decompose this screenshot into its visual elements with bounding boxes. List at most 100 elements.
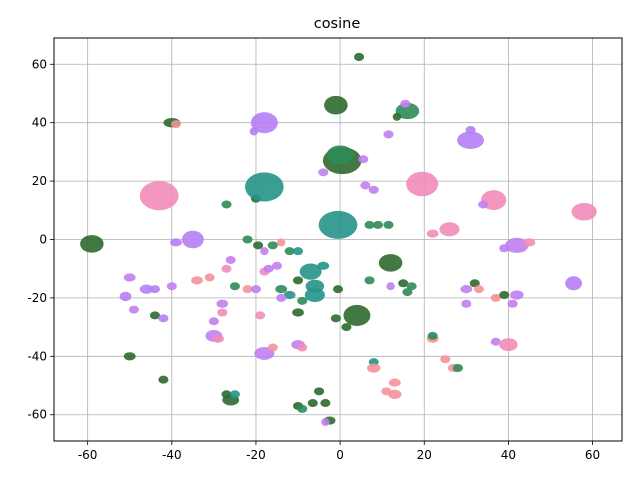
data-point-cluster (473, 285, 484, 294)
chart-title: cosine (314, 16, 361, 32)
data-point-cluster (461, 299, 472, 308)
data-point-cluster (368, 185, 379, 194)
data-point-cluster (255, 311, 266, 320)
data-point-cluster (307, 399, 318, 408)
data-point-cluster (320, 399, 331, 408)
axis-ticks: -60 -40 -20 0 20 40 60 -60 -40 -20 0 20 40 60 (27, 57, 600, 462)
data-point-cluster (245, 172, 284, 202)
x-tick-label: 0 (336, 448, 344, 462)
data-point-cluster (221, 200, 232, 209)
data-point-cluster (440, 355, 451, 364)
data-point-cluster (208, 317, 219, 326)
data-point-cluster (225, 255, 236, 264)
data-point-cluster (490, 293, 501, 302)
data-point-cluster (292, 276, 304, 285)
data-point-cluster (284, 247, 295, 256)
data-point-cluster (80, 235, 104, 253)
data-point-cluster (321, 418, 330, 427)
data-point-cluster (267, 241, 278, 250)
data-point-cluster (299, 263, 322, 280)
x-tick-label: -60 (78, 448, 98, 462)
data-point-cluster (388, 378, 401, 387)
data-point-cluster (402, 288, 413, 297)
data-point-cluster (318, 168, 329, 177)
x-tick-label: -20 (246, 448, 266, 462)
data-point-cluster (499, 244, 510, 253)
data-point-cluster (490, 337, 501, 346)
data-point-cluster (510, 290, 524, 300)
data-point-cluster (388, 389, 402, 399)
data-point-cluster (297, 296, 308, 305)
data-point-cluster (505, 237, 529, 253)
data-point-cluster (250, 285, 262, 294)
data-point-cluster (426, 229, 439, 238)
data-point-cluster (253, 241, 264, 250)
data-point-cluster (326, 145, 354, 165)
data-point-cluster (469, 279, 480, 288)
data-point-cluster (158, 314, 169, 323)
y-tick-label: -60 (27, 408, 47, 422)
data-point-cluster (398, 279, 409, 288)
data-point-cluster (317, 261, 330, 270)
data-point-cluster (478, 200, 489, 209)
data-point-cluster (275, 285, 288, 294)
data-point-cluster (372, 220, 384, 229)
data-point-cluster (383, 130, 394, 139)
data-point-cluster (181, 230, 204, 249)
data-point-cluster (260, 247, 269, 256)
data-point-cluster (263, 264, 274, 273)
data-point-cluster (343, 304, 371, 326)
data-point-cluster (304, 287, 325, 302)
data-point-cluster (139, 181, 179, 211)
data-point-cluster (249, 127, 259, 136)
data-point-cluster (297, 404, 308, 413)
data-point-cluster (170, 120, 182, 129)
data-point-cluster (378, 254, 403, 272)
data-point-cluster (452, 363, 463, 372)
data-point-cluster (149, 285, 161, 294)
data-point-cluster (364, 276, 375, 285)
data-point-cluster (341, 323, 352, 332)
data-point-cluster (271, 261, 283, 270)
data-point-cluster (212, 334, 224, 343)
data-point-cluster (229, 390, 240, 399)
data-point-cluster (297, 343, 308, 352)
y-tick-label: 60 (32, 57, 47, 71)
data-point-cluster (427, 331, 438, 340)
data-point-cluster (499, 338, 518, 352)
data-point-cluster (358, 155, 369, 164)
data-point-cluster (439, 222, 460, 237)
data-point-cluster (149, 311, 161, 320)
data-point-cluster (318, 210, 358, 239)
x-tick-label: 40 (501, 448, 516, 462)
x-tick-label: 20 (417, 448, 432, 462)
data-point-cluster (170, 238, 182, 247)
scatter-points (80, 52, 597, 427)
data-point-cluster (383, 220, 394, 229)
data-point-cluster (364, 220, 375, 229)
data-point-cluster (139, 284, 154, 294)
x-tick-label: -40 (162, 448, 182, 462)
data-point-cluster (123, 273, 136, 282)
data-point-cluster (460, 285, 473, 294)
data-point-cluster (457, 131, 484, 149)
data-point-cluster (360, 181, 371, 190)
data-point-cluster (565, 276, 583, 291)
data-point-cluster (221, 264, 232, 273)
data-point-cluster (499, 290, 510, 299)
data-point-cluster (571, 202, 597, 221)
data-point-cluster (292, 308, 304, 317)
data-point-cluster (166, 282, 177, 291)
y-tick-label: 20 (32, 174, 47, 188)
data-point-cluster (204, 273, 215, 282)
data-point-cluster (523, 238, 536, 247)
data-point-cluster (400, 99, 411, 108)
data-point-cluster (217, 308, 228, 317)
data-point-cluster (465, 125, 476, 134)
data-point-cluster (324, 95, 348, 115)
data-point-cluster (276, 293, 287, 302)
data-point-cluster (216, 299, 229, 308)
x-tick-label: 60 (585, 448, 600, 462)
y-tick-label: -40 (27, 349, 47, 363)
data-point-cluster (392, 112, 402, 121)
